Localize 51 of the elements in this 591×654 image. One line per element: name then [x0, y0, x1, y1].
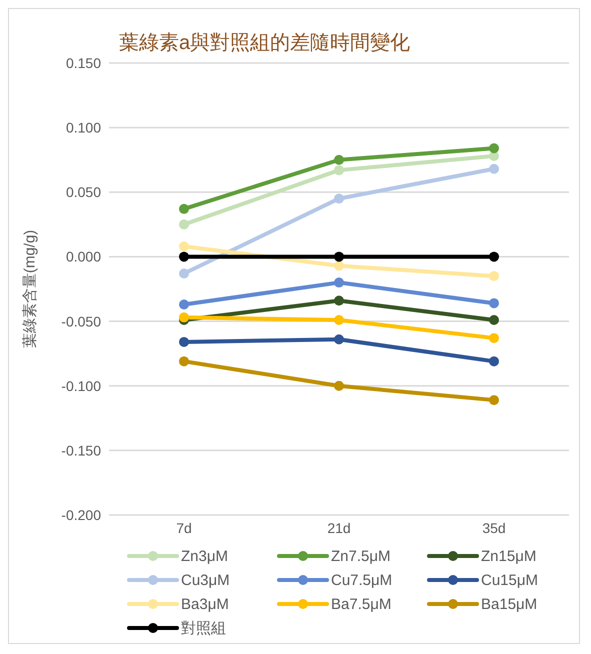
x-tick-label: 21d — [327, 520, 351, 536]
point — [179, 252, 189, 262]
point — [489, 271, 499, 282]
point — [179, 299, 189, 310]
point — [179, 219, 189, 230]
point — [179, 336, 189, 347]
legend-label: Cu7.5μM — [331, 572, 392, 588]
point — [334, 314, 344, 325]
y-tick-label: -0.200 — [61, 506, 102, 523]
point — [489, 333, 499, 344]
point — [179, 312, 189, 322]
point — [489, 252, 499, 262]
y-tick-label: 0.100 — [66, 120, 102, 136]
point — [334, 380, 344, 391]
x-tick-label: 35d — [482, 520, 506, 536]
point — [179, 204, 189, 214]
point — [334, 296, 344, 306]
legend-label: Cu3μM — [181, 572, 230, 588]
y-tick-label: 0.150 — [66, 54, 102, 71]
legend-label: Ba7.5μM — [331, 596, 392, 612]
legend-label: 對照組 — [181, 618, 226, 638]
y-axis-title: 葉綠素含量(mg/g) — [21, 230, 38, 348]
y-tick-label: -0.050 — [61, 313, 102, 330]
chart-title: 葉綠素a與對照組的差隨時間變化 — [118, 31, 412, 55]
y-tick-label: -0.100 — [61, 378, 102, 394]
legend-label: Ba15μM — [481, 596, 538, 612]
y-tick-label: 0.000 — [66, 248, 102, 265]
legend-label: Cu15μM — [481, 572, 538, 588]
point — [489, 164, 499, 174]
y-tick-label: -0.150 — [61, 442, 102, 458]
point — [489, 356, 499, 366]
point — [489, 298, 499, 308]
point — [334, 260, 344, 271]
point — [334, 194, 344, 204]
point — [334, 154, 344, 165]
point — [179, 356, 189, 366]
legend-label: Zn3μM — [181, 548, 228, 564]
point — [334, 252, 344, 262]
legend-label: Zn15μM — [481, 548, 536, 564]
x-tick-label: 7d — [176, 520, 192, 536]
point — [334, 278, 344, 288]
point — [334, 334, 344, 344]
point — [489, 143, 499, 154]
y-tick-label: 0.050 — [66, 184, 102, 200]
point — [489, 395, 499, 406]
legend-label: Ba3μM — [181, 596, 229, 612]
point — [334, 165, 344, 176]
point — [489, 314, 499, 325]
legend-label: Zn7.5μM — [331, 548, 390, 564]
point — [179, 241, 189, 252]
point — [179, 268, 189, 279]
